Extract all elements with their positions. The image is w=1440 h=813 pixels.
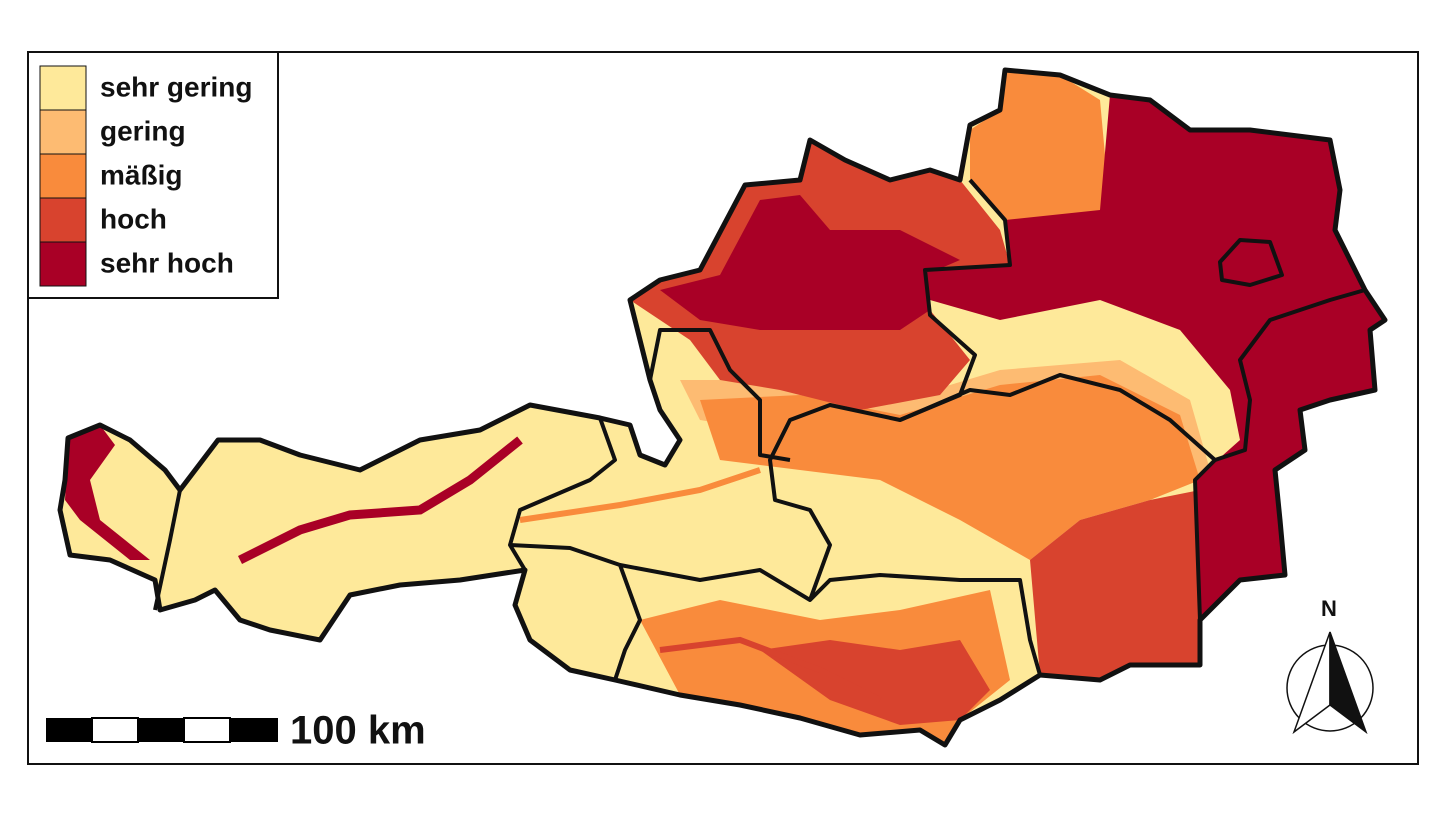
arrow-right — [1329, 631, 1368, 735]
legend: sehr gering gering mäßig hoch sehr hoch — [27, 51, 279, 299]
legend-label: sehr hoch — [100, 247, 234, 278]
valley — [519, 467, 761, 523]
scale-segment — [46, 718, 92, 742]
border — [509, 543, 642, 681]
border — [899, 178, 1012, 422]
border — [648, 328, 791, 462]
scale-segment — [230, 718, 278, 742]
country-outline — [57, 67, 1388, 748]
region-fill — [1030, 490, 1200, 680]
scale-bar: 100 km — [46, 709, 426, 753]
north-arrow: N — [1286, 596, 1374, 735]
map-fills — [60, 70, 1385, 745]
scale-label: 100 km — [290, 709, 426, 753]
region-fill — [760, 640, 990, 725]
valley — [659, 636, 882, 703]
scale-segment — [138, 718, 184, 742]
legend-label: sehr gering — [100, 71, 252, 102]
legend-swatch — [39, 197, 87, 243]
border — [619, 563, 1042, 676]
region-fill — [925, 95, 1385, 620]
legend-label: hoch — [100, 203, 167, 234]
border — [153, 489, 182, 611]
border — [1214, 288, 1366, 462]
north-label: N — [1321, 596, 1337, 621]
legend-swatch — [39, 65, 87, 111]
border — [508, 417, 617, 572]
valley — [237, 436, 523, 565]
state-borders — [153, 178, 1366, 681]
legend-label: mäßig — [100, 159, 182, 190]
legend-swatch — [39, 109, 87, 155]
region-fill — [660, 195, 960, 330]
legend-swatch — [39, 241, 87, 287]
scale-segment — [91, 717, 139, 743]
region-fill — [700, 375, 1200, 560]
border — [1218, 238, 1284, 287]
scale-segment — [183, 717, 231, 743]
region-fill — [65, 425, 150, 560]
legend-swatch — [39, 153, 87, 199]
legend-label: gering — [100, 115, 186, 146]
